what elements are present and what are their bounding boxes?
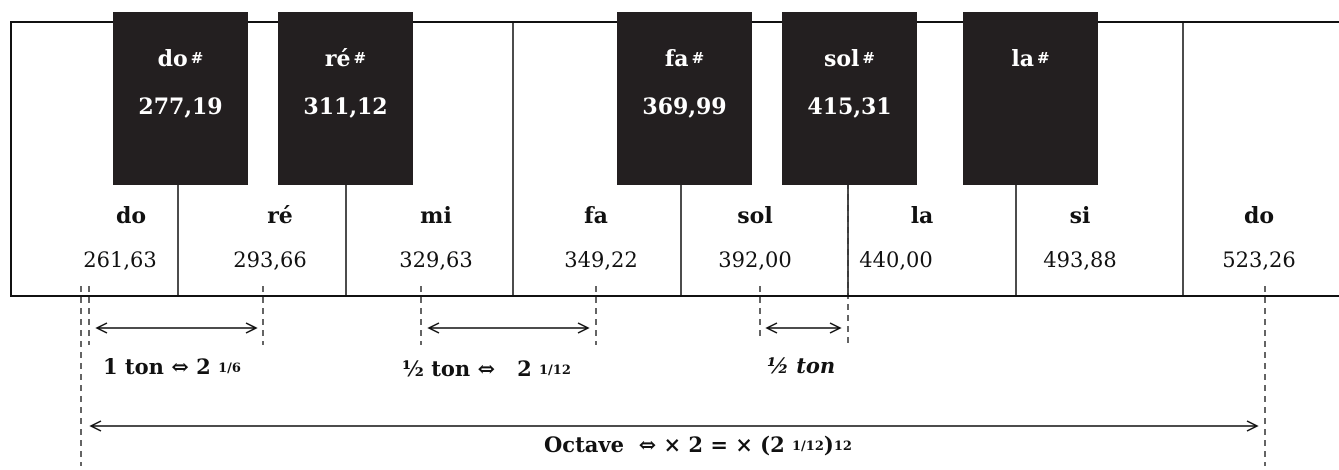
black-key-name: ré # <box>324 46 367 72</box>
white-key-name: do <box>115 203 147 229</box>
tone-caption: 1 ton ⇔ 2 1/6 <box>103 354 241 379</box>
white-key-freq: 261,63 <box>83 248 157 272</box>
white-key-name: la <box>910 203 934 229</box>
black-key-name: fa # <box>664 46 705 72</box>
white-key-freq: 392,00 <box>718 248 792 272</box>
black-key-freq: 369,99 <box>642 94 727 120</box>
black-key-la-sharp: la # <box>963 12 1098 185</box>
arrowhead-right <box>829 322 842 334</box>
white-key-freq: 293,66 <box>233 248 307 272</box>
white-key-freq: 440,00 <box>859 248 933 272</box>
arrowhead-left <box>765 322 778 334</box>
octave-caption: Octave ⇔ × 2 = × (2 1/12)12 <box>544 432 852 457</box>
black-key-name: sol # <box>824 46 875 72</box>
white-key-name: fa <box>584 203 608 229</box>
white-key-name: do <box>1243 203 1275 229</box>
arrowhead-left <box>89 420 102 432</box>
black-key-freq: 311,12 <box>303 94 388 120</box>
black-key-name: do # <box>157 46 204 72</box>
black-key-freq: 277,19 <box>138 94 223 120</box>
black-key-re-sharp: ré # 311,12 <box>278 12 413 185</box>
arrowhead-right <box>245 322 258 334</box>
semitone2-caption: ½ ton <box>767 353 836 378</box>
white-key-name: ré <box>267 203 293 229</box>
arrowhead-right <box>1246 420 1259 432</box>
black-key-name: la # <box>1011 46 1050 72</box>
white-key-name: sol <box>737 203 773 229</box>
black-key-fa-sharp: fa # 369,99 <box>617 12 752 185</box>
white-key-name: si <box>1069 203 1091 229</box>
black-key-freq: 415,31 <box>807 94 892 120</box>
black-key-do-sharp: do # 277,19 <box>113 12 248 185</box>
arrowhead-left <box>427 322 440 334</box>
white-key-freq: 329,63 <box>399 248 473 272</box>
white-key-freq: 493,88 <box>1043 248 1117 272</box>
white-key-name: mi <box>420 203 452 229</box>
arrowhead-left <box>95 322 108 334</box>
black-key-sol-sharp: sol # 415,31 <box>782 12 917 185</box>
semitone-caption: ½ ton ⇔ 2 1/12 <box>402 356 571 381</box>
white-key-freq: 523,26 <box>1222 248 1296 272</box>
white-key-freq: 349,22 <box>564 248 638 272</box>
arrowhead-right <box>577 322 590 334</box>
